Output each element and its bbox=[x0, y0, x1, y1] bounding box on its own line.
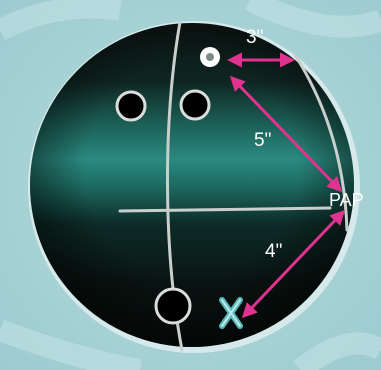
label-3-inch: 3" bbox=[246, 28, 263, 47]
finger-hole-left bbox=[117, 92, 145, 120]
finger-hole-right bbox=[181, 91, 209, 119]
bowling-ball bbox=[28, 21, 360, 353]
label-5-inch: 5" bbox=[254, 131, 271, 150]
label-4-inch: 4" bbox=[265, 242, 282, 261]
pin-icon bbox=[200, 47, 220, 67]
thumb-hole bbox=[156, 289, 190, 323]
label-pap: PAP bbox=[329, 191, 364, 209]
